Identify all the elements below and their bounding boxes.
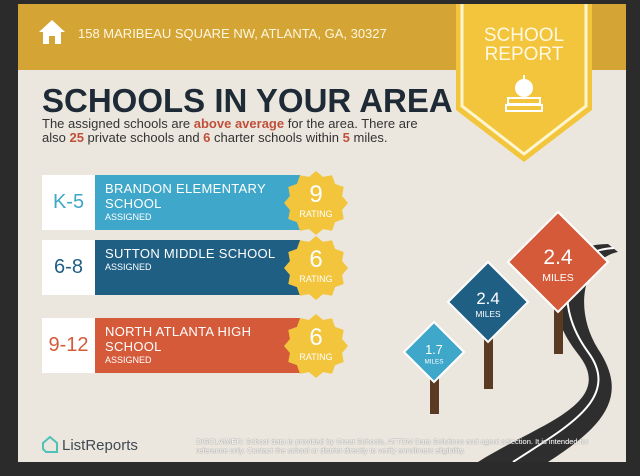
school-name: SUTTON MIDDLE SCHOOL <box>105 246 276 261</box>
private-count: 25 <box>69 130 84 145</box>
home-icon <box>39 20 65 44</box>
logo-icon <box>42 436 58 453</box>
distance-sign: 1.7 MILES <box>402 320 466 414</box>
rating-label: RATING <box>299 352 333 362</box>
summary-text: The assigned schools are above average f… <box>42 117 442 145</box>
disclaimer-text: School data is provided by Great Schools… <box>196 437 589 455</box>
disclaimer-label: DISCLAIMER: <box>196 437 244 446</box>
summary-part: The assigned schools are <box>42 116 194 131</box>
summary-part: charter schools within <box>210 130 343 145</box>
school-name: BRANDON ELEMENTARY SCHOOL <box>105 181 266 211</box>
radius: 5 <box>342 130 350 145</box>
school-name: NORTH ATLANTA HIGH SCHOOL <box>105 324 252 354</box>
rating-phrase: above average <box>193 116 285 131</box>
sign-unit: MILES <box>475 309 501 319</box>
summary-part: for the area. There are also <box>42 116 418 145</box>
summary-part: private schools and <box>83 130 204 145</box>
grade-range: K-5 <box>42 175 95 230</box>
rating-badge <box>284 171 348 235</box>
rating-label: RATING <box>299 209 333 219</box>
page-title: SCHOOLS IN YOUR AREA <box>42 82 453 119</box>
school-status: ASSIGNED <box>105 212 152 222</box>
road-illustration: 1.7 MILES 2.4 MILES 2.4 MILES <box>402 210 618 462</box>
sign-unit: MILES <box>542 272 574 284</box>
rating-badge <box>284 236 348 300</box>
rating-badge <box>284 314 348 378</box>
rating-value: 6 <box>309 324 323 351</box>
distance-sign: 2.4 MILES <box>506 210 610 354</box>
sign-distance: 2.4 <box>476 289 499 308</box>
ribbon-text: SCHOOL REPORT <box>456 26 592 64</box>
school-row: K-5 BRANDON ELEMENTARY SCHOOL ASSIGNED 9 … <box>42 171 362 235</box>
school-info: SUTTON MIDDLE SCHOOL ASSIGNED <box>95 240 300 295</box>
sign-distance: 2.4 <box>543 246 573 269</box>
sign-distance: 1.7 <box>425 343 443 357</box>
school-info: BRANDON ELEMENTARY SCHOOL ASSIGNED <box>95 175 300 230</box>
school-report-card: 158 MARIBEAU SQUARE NW, ATLANTA, GA, 303… <box>18 4 626 462</box>
school-status: ASSIGNED <box>105 355 152 365</box>
rating-label: RATING <box>299 274 333 284</box>
grade-range: 9-12 <box>42 318 95 373</box>
school-status: ASSIGNED <box>105 262 152 272</box>
school-row: 9-12 NORTH ATLANTA HIGH SCHOOL ASSIGNED 6… <box>42 314 362 378</box>
property-address: 158 MARIBEAU SQUARE NW, ATLANTA, GA, 303… <box>78 26 387 41</box>
ribbon-line1: SCHOOL <box>483 25 565 46</box>
distance-sign: 2.4 MILES <box>446 260 530 389</box>
sign-unit: MILES <box>425 358 444 365</box>
rating-value: 6 <box>309 246 323 273</box>
disclaimer: DISCLAIMER: School data is provided by G… <box>196 437 616 455</box>
listreports-logo: ListReports <box>42 436 138 454</box>
charter-count: 6 <box>203 130 211 145</box>
grade-range: 6-8 <box>42 240 95 295</box>
logo-text: ListReports <box>62 436 138 454</box>
school-row: 6-8 SUTTON MIDDLE SCHOOL ASSIGNED 6 RATIN… <box>42 236 362 300</box>
ribbon-line2: REPORT <box>484 44 564 65</box>
rating-value: 9 <box>309 181 323 208</box>
school-report-ribbon <box>456 4 592 162</box>
school-info: NORTH ATLANTA HIGH SCHOOL ASSIGNED <box>95 318 300 373</box>
summary-part: miles. <box>349 130 388 145</box>
